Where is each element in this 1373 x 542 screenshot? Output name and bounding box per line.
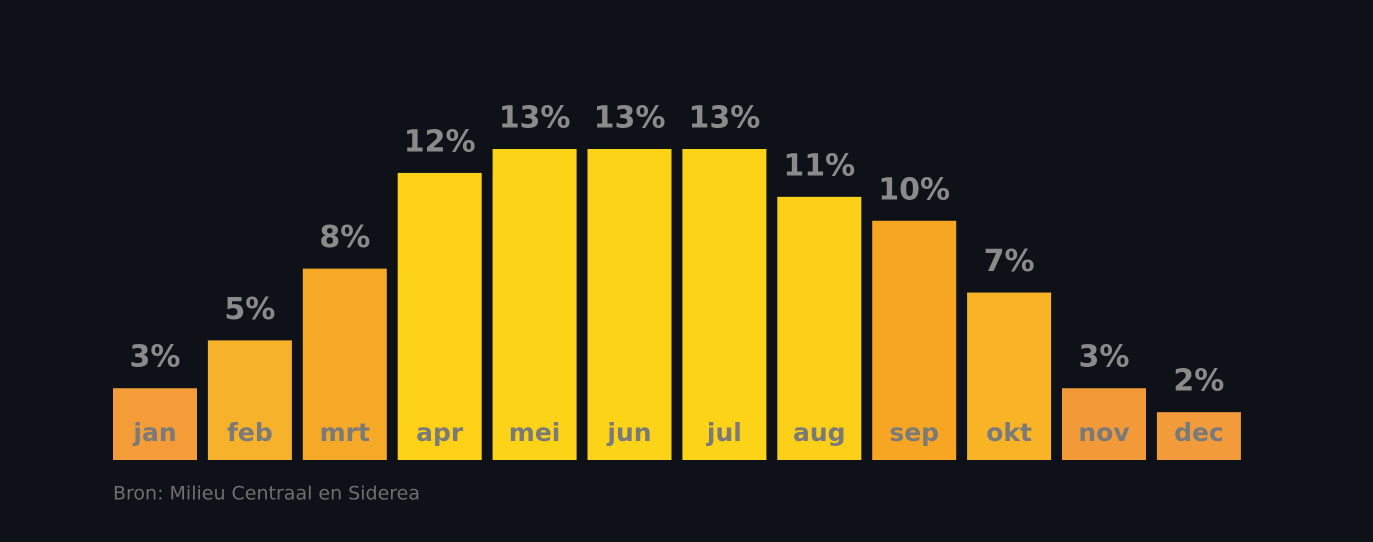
category-label: mei bbox=[509, 418, 561, 447]
value-label: 13% bbox=[594, 101, 666, 136]
category-label: okt bbox=[986, 418, 1032, 447]
category-label: sep bbox=[889, 418, 939, 447]
value-label: 8% bbox=[319, 220, 370, 255]
category-label: dec bbox=[1174, 418, 1224, 447]
category-label: nov bbox=[1078, 418, 1129, 447]
value-label: 7% bbox=[984, 244, 1035, 279]
bar bbox=[967, 292, 1052, 460]
value-label: 3% bbox=[130, 340, 181, 375]
bar bbox=[207, 340, 292, 460]
category-label: jul bbox=[706, 418, 742, 447]
category-label: aug bbox=[793, 418, 846, 447]
value-label: 2% bbox=[1173, 364, 1224, 399]
bar bbox=[113, 388, 197, 460]
value-label: 10% bbox=[878, 172, 950, 207]
bar bbox=[1156, 412, 1241, 460]
bar bbox=[682, 149, 767, 460]
bar bbox=[587, 149, 672, 460]
category-label: feb bbox=[227, 418, 273, 447]
bar bbox=[777, 196, 862, 460]
bar bbox=[397, 172, 482, 460]
category-label: jan bbox=[132, 418, 176, 447]
bar bbox=[1062, 388, 1146, 460]
bar bbox=[872, 220, 957, 460]
value-label: 3% bbox=[1079, 340, 1130, 375]
value-label: 12% bbox=[404, 124, 476, 159]
source-note: Bron: Milieu Centraal en Siderea bbox=[113, 483, 420, 505]
category-label: apr bbox=[416, 418, 464, 447]
bar bbox=[492, 149, 577, 460]
value-label: 5% bbox=[224, 292, 275, 327]
category-label: mrt bbox=[320, 418, 370, 447]
category-label: jun bbox=[606, 418, 651, 447]
value-label: 11% bbox=[783, 148, 855, 183]
bar bbox=[302, 268, 387, 460]
value-label: 13% bbox=[688, 101, 760, 136]
value-label: 13% bbox=[499, 101, 571, 136]
